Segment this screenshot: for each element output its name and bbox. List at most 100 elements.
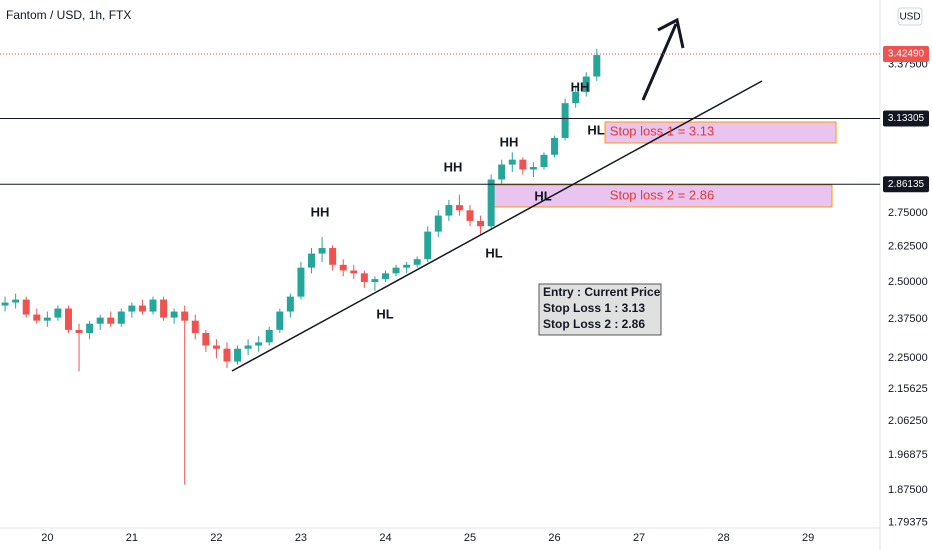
candle-body (381, 273, 389, 280)
candle-body (234, 348, 242, 362)
candle-body (519, 159, 527, 170)
candle-body (160, 299, 168, 318)
candle-body (12, 299, 20, 303)
candle-body (434, 215, 442, 232)
candle-body (318, 248, 326, 254)
price-label: 3.42490 (888, 49, 925, 60)
candle-body (96, 317, 104, 324)
candle-body (540, 154, 548, 168)
candle-body (149, 299, 157, 312)
info-line: Entry : Current Price (543, 285, 661, 299)
annotation: HH (444, 159, 463, 174)
trend-line (231, 80, 763, 372)
candle-body (360, 273, 368, 282)
annotation: HL (376, 306, 393, 321)
candle-body (181, 311, 189, 321)
price-label-box (883, 110, 929, 127)
candle-body (582, 76, 590, 92)
x-tick-label: 27 (633, 532, 645, 544)
candle-body (117, 311, 125, 324)
annotation: HH (500, 134, 519, 149)
candle-body (487, 179, 495, 227)
candle-body (498, 164, 506, 180)
candle-body (54, 308, 62, 318)
candle-body (413, 259, 421, 265)
candle-body (212, 345, 220, 349)
candle-body (466, 210, 474, 221)
info-line: Stop Loss 2 : 2.86 (543, 317, 645, 331)
stop-loss-label: Stop loss 1 = 3.13 (610, 123, 714, 138)
candle-body (33, 314, 41, 321)
y-tick-label: 2.15625 (888, 383, 928, 395)
candle-body (529, 167, 537, 170)
candle-body (43, 317, 51, 321)
candle-body (371, 279, 379, 282)
annotation: HH (311, 204, 330, 219)
candle-body (223, 348, 231, 362)
candle-body (445, 205, 453, 216)
currency-label[interactable]: USD (899, 12, 920, 23)
candle-body (1, 302, 9, 306)
candle-body (403, 264, 411, 268)
x-tick-label: 28 (717, 532, 729, 544)
y-tick-label: 2.75000 (888, 207, 928, 219)
y-tick-label: 1.96875 (888, 449, 928, 461)
candle-body (286, 296, 294, 312)
candle-body (255, 342, 263, 346)
y-tick-label: 2.50000 (888, 276, 928, 288)
annotation: HH (571, 79, 590, 94)
candle-body (477, 220, 485, 227)
candle-body (86, 323, 94, 333)
currency-button[interactable] (897, 7, 923, 26)
y-tick-label: 2.37500 (888, 313, 928, 325)
price-label: 3.13305 (888, 113, 925, 124)
x-tick-label: 25 (464, 532, 476, 544)
candle-body (339, 264, 347, 271)
x-tick-label: 22 (210, 532, 222, 544)
candle-body (276, 311, 284, 330)
arrow (641, 23, 678, 101)
y-tick-label: 2.25000 (888, 352, 928, 364)
candle-body (508, 159, 516, 165)
candle-body (138, 305, 146, 312)
annotation: HL (485, 245, 502, 260)
arrow-head (657, 17, 685, 49)
candle-body (191, 320, 199, 333)
y-tick-label: 2.06250 (888, 415, 928, 427)
x-tick-label: 29 (802, 532, 814, 544)
y-tick-label: 1.79375 (888, 516, 928, 528)
candle-body (329, 248, 337, 265)
stop-loss-label: Stop loss 2 = 2.86 (610, 187, 714, 202)
candle-body (64, 308, 72, 330)
price-label-box (883, 176, 929, 193)
candle-body (107, 317, 115, 324)
candle-body (350, 270, 358, 274)
candle-body (455, 205, 463, 211)
candle-body (593, 55, 601, 77)
candle-body (128, 305, 136, 312)
price-label: 2.86135 (888, 179, 925, 190)
x-tick-label: 24 (379, 532, 391, 544)
candle-body (551, 137, 559, 155)
candle-body (424, 231, 432, 260)
y-tick-label: 1.87500 (888, 484, 928, 496)
candle-body (308, 253, 316, 268)
candle-body (22, 299, 30, 315)
info-line: Stop Loss 1 : 3.13 (543, 301, 645, 315)
candle-body (572, 91, 580, 104)
info-box (538, 283, 662, 336)
stop-loss-zone (604, 121, 837, 144)
candle-body (392, 267, 400, 274)
x-tick-label: 26 (548, 532, 560, 544)
chart-title: Fantom / USD, 1h, FTX (6, 8, 131, 22)
candle-body (202, 332, 210, 346)
x-tick-label: 20 (41, 532, 53, 544)
x-tick-label: 21 (126, 532, 138, 544)
candle-body (170, 311, 178, 318)
candle-body (244, 345, 252, 349)
candle-body (561, 103, 569, 138)
price-label-box (883, 45, 929, 62)
candle-body (297, 267, 305, 297)
